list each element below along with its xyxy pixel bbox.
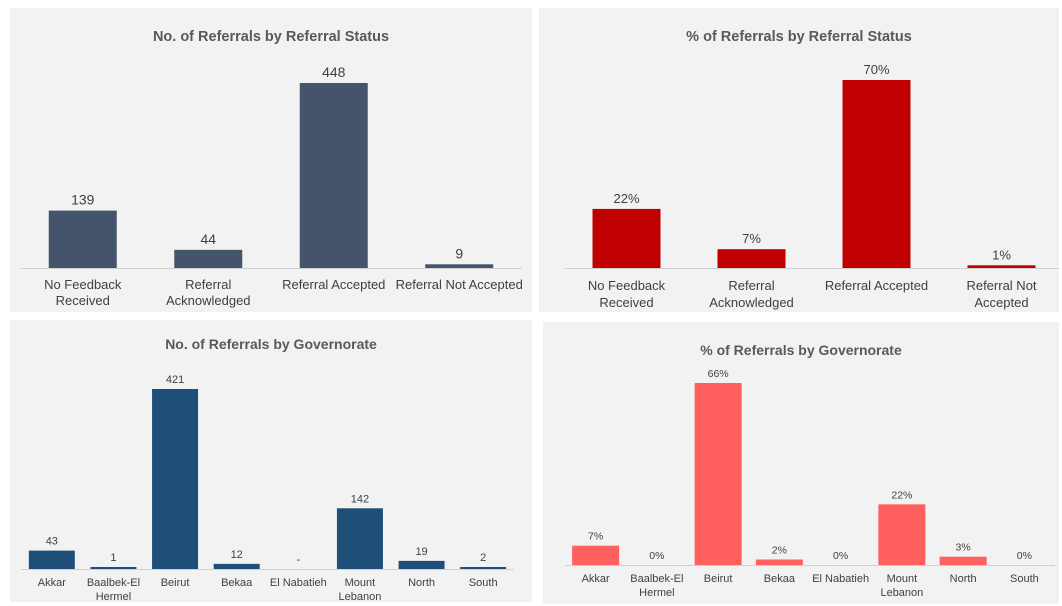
data-label: 44 [200,231,216,247]
data-label: 7% [588,531,603,543]
category-label: Referral Accepted [282,277,385,292]
bar [48,210,117,268]
category-label: Hermel [96,591,131,602]
category-label: No Feedback [44,277,122,292]
data-label: 19 [415,546,427,558]
data-label: 66% [708,368,729,380]
category-label: Referral [185,277,231,292]
data-label: - [296,554,300,566]
data-label: 142 [351,493,369,505]
bar [967,265,1036,268]
category-label: Bekaa [764,573,796,585]
data-label: 0% [649,550,664,562]
category-label: No Feedback [588,278,666,293]
bar [842,80,911,268]
category-label: El Nabatieh [270,577,327,589]
data-label: 1 [110,552,116,564]
bar [213,563,260,569]
bar [755,559,803,565]
data-label: 43 [46,536,58,548]
chart-panel-referral-status-percent: % of Referrals by Referral Status 22% No F… [539,8,1059,312]
data-label: 1% [992,247,1011,262]
data-label: 7% [742,231,761,246]
chart-title: % of Referrals by Governorate [700,342,902,358]
data-label: 2 [480,552,486,564]
category-label: Received [599,295,653,310]
bar [28,550,75,569]
category-label: Mount [887,573,918,585]
category-label: Baalbek-El [630,573,683,585]
bar [694,383,742,565]
category-label: Beirut [161,577,190,589]
category-label: Lebanon [339,591,382,602]
bar [174,249,243,268]
data-label: 9 [455,245,463,261]
data-label: 139 [71,192,95,208]
category-label: Bekaa [221,577,253,589]
chart-title: % of Referrals by Referral Status [686,29,912,45]
data-label: 12 [231,549,243,561]
bar [717,249,786,268]
category-label: Akkar [582,573,610,585]
chart-governorate-count: No. of Referrals by Governorate 43 Akkar 1 B… [21,336,514,602]
data-label: 421 [166,374,184,386]
data-label: 22% [613,191,639,206]
category-label: Beirut [704,573,733,585]
chart-title: No. of Referrals by Referral Status [153,29,389,45]
category-label: North [408,577,435,589]
chart-panel-referral-status-count: No. of Referrals by Referral Status 139 No… [10,8,532,312]
data-label: 0% [1017,550,1032,562]
bar [939,556,987,565]
chart-title: No. of Referrals by Governorate [165,336,377,352]
category-label: Referral Not [966,278,1036,293]
category-label: North [950,573,977,585]
data-label: 2% [772,544,787,556]
bar [592,208,661,268]
category-label: Akkar [38,577,66,589]
category-label: Accepted [974,295,1028,310]
data-label: 3% [956,542,971,554]
data-label: 70% [863,62,889,77]
category-label: Referral [728,278,774,293]
category-label: Acknowledged [709,295,794,310]
category-label: South [1010,573,1039,585]
bar [152,389,199,569]
category-label: Received [56,293,110,308]
bar [299,83,368,268]
data-label: 22% [891,489,912,501]
category-label: El Nabatieh [812,573,869,585]
bar [460,567,507,569]
category-label: Lebanon [880,587,923,599]
category-label: Referral Not Accepted [396,277,523,292]
category-label: Hermel [639,587,674,599]
bar [425,264,494,268]
bar [336,508,383,569]
chart-panel-governorate-percent: % of Referrals by Governorate 7% Akkar 0% Ba… [543,322,1059,604]
category-label: Baalbek-El [87,577,140,589]
bar [90,567,137,569]
data-label: 0% [833,550,848,562]
chart-referral-status-count: No. of Referrals by Referral Status 139 No… [20,29,523,308]
chart-governorate-percent: % of Referrals by Governorate 7% Akkar 0% Ba… [565,342,1055,599]
category-label: Acknowledged [166,293,251,308]
chart-referral-status-percent: % of Referrals by Referral Status 22% No F… [564,29,1059,310]
bar [398,560,445,569]
chart-panel-governorate-count: No. of Referrals by Governorate 43 Akkar 1 B… [10,320,532,602]
bar [572,545,620,565]
bar [878,504,926,565]
category-label: Referral Accepted [825,278,928,293]
category-label: South [469,577,498,589]
data-label: 448 [322,64,346,80]
category-label: Mount [345,577,376,589]
